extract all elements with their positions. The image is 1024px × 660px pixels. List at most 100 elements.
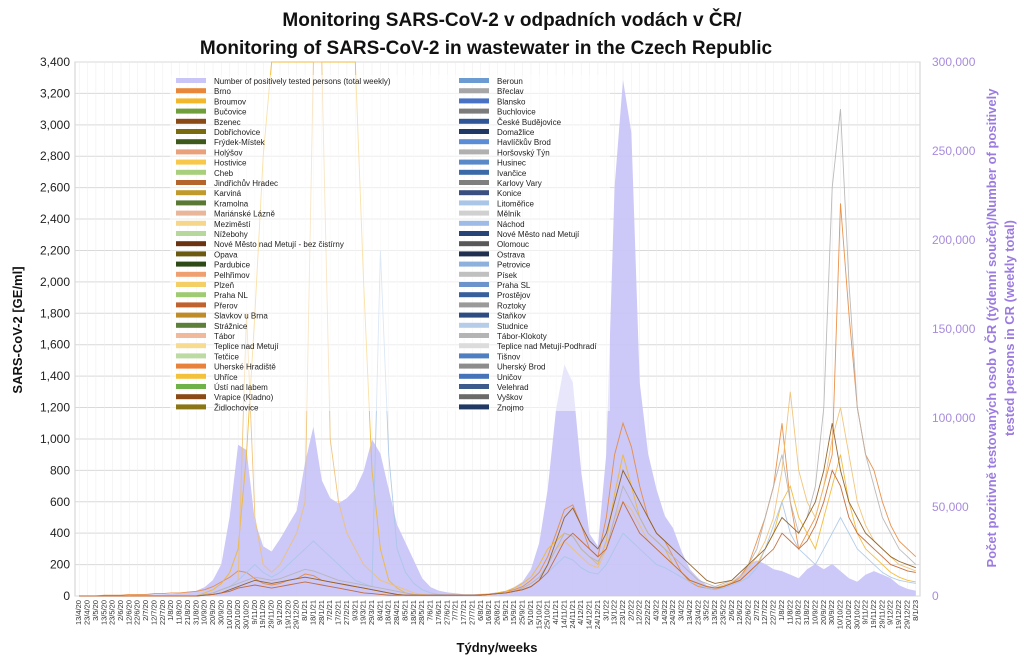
x-tick-label: 13/1/22 (610, 600, 619, 625)
legend-item-label: Karlovy Vary (497, 179, 542, 188)
legend-item-label: Tábor-Klokoty (497, 332, 547, 341)
x-tick-label: 9/12/22 (886, 600, 895, 625)
legend-item-label: Frýdek-Místek (214, 138, 266, 147)
legend-item-label: Meziměstí (214, 220, 251, 229)
x-tick-label: 12/7/20 (149, 600, 158, 625)
legend-item-label: Uhříce (214, 373, 238, 382)
legend-item-label: Uherské Hradiště (214, 363, 276, 372)
x-tick-label: 23/1/22 (618, 600, 627, 625)
y-tick-label: 200 (50, 558, 70, 572)
legend-item-swatch (459, 108, 489, 114)
legend-item-label: Tišnov (497, 352, 520, 361)
legend-item-swatch (176, 261, 206, 267)
legend-item-swatch (459, 98, 489, 104)
legend-item-swatch (459, 231, 489, 236)
legend-item-label: Horšovský Týn (497, 148, 550, 157)
x-tick-label: 22/2/22 (643, 600, 652, 625)
legend-item-label: Olomouc (497, 240, 529, 249)
y2-axis-ticks: 0 50,000 100,000 150,000 200,000 250,000 300,0… (932, 55, 976, 603)
x-tick-label: 19/11/20 (258, 600, 267, 629)
x-tick-label: 18/4/21 (384, 600, 393, 625)
legend-item-swatch (459, 394, 489, 400)
x-tick-label: 9/11/22 (861, 600, 870, 624)
legend-item-label: Number of positively tested persons (tot… (214, 77, 391, 86)
legend-item-swatch (459, 200, 489, 206)
legend-item-swatch (176, 210, 206, 216)
chart-subtitle: Monitoring of SARS-CoV-2 in wastewater i… (200, 38, 773, 59)
x-tick-label: 2/6/20 (116, 600, 125, 621)
x-tick-label: 27/6/21 (442, 600, 451, 625)
legend-item-label: Náchod (497, 220, 525, 229)
line-series-layer (79, 61, 917, 597)
x-axis-label: Týdny/weeks (457, 640, 538, 655)
legend-item-swatch (176, 322, 206, 328)
y2-axis-label-line2: tested persons in CR (weekly total) (1002, 220, 1017, 436)
legend-item-swatch (459, 129, 489, 134)
y2-tick-label: 300,000 (932, 55, 976, 69)
x-tick-label: 14/12/21 (585, 600, 594, 629)
legend-item-label: Prostějov (497, 291, 530, 300)
y-tick-label: 1,600 (40, 338, 70, 352)
legend-item-swatch (176, 363, 206, 369)
x-tick-label: 4/3/22 (651, 600, 660, 621)
legend-item-label: Mělník (497, 210, 522, 219)
legend-item-swatch (459, 333, 489, 338)
legend-item-swatch (459, 210, 489, 216)
legend-item-swatch (176, 88, 206, 94)
x-tick-label: 12/6/20 (124, 600, 133, 625)
legend-item-label: Teplice nad Metují (214, 342, 279, 351)
legend-item-swatch (176, 282, 206, 287)
x-tick-label: 3/5/20 (91, 600, 100, 621)
x-axis-ticks: 13/4/20 23/4/20 3/5/20 13/5/20 23/5/20 2/6/20… (74, 600, 920, 629)
x-tick-label: 24/12/21 (593, 600, 602, 629)
x-tick-label: 25/10/21 (543, 600, 552, 629)
legend-item-label: Buchlovice (497, 108, 536, 117)
legend-item-label: Hostivice (214, 159, 247, 168)
legend-item-swatch (176, 302, 206, 308)
legend-item-swatch (176, 78, 206, 83)
legend-item-label: Uherský Brod (497, 363, 545, 372)
x-tick-label: 18/5/21 (409, 600, 418, 625)
legend-item-label: Tábor (214, 332, 235, 341)
x-tick-label: 18/1/21 (308, 600, 317, 625)
x-tick-label: 29/11/20 (267, 600, 276, 629)
legend-item-swatch (459, 312, 489, 318)
legend-item-swatch (176, 251, 206, 257)
x-tick-label: 13/5/20 (99, 600, 108, 625)
legend-item-label: Husinec (497, 159, 526, 168)
legend-item-swatch (176, 118, 206, 124)
x-tick-label: 3/1/22 (601, 600, 610, 621)
legend-item-label: Židlochovice (214, 403, 259, 412)
legend-item-swatch (459, 88, 489, 94)
x-tick-label: 23/5/22 (718, 600, 727, 625)
legend-item-swatch (176, 231, 206, 236)
legend-item-swatch (459, 353, 489, 359)
legend-item-label: Bučovice (214, 108, 247, 117)
y-tick-label: 2,200 (40, 243, 70, 257)
x-tick-label: 20/10/22 (844, 600, 853, 629)
legend-item-swatch (176, 149, 206, 155)
x-tick-label: 7/2/21 (325, 600, 334, 621)
legend-item-label: Blansko (497, 97, 526, 106)
x-tick-label: 12/7/22 (760, 600, 769, 625)
legend-item-label: Cheb (214, 169, 234, 178)
x-tick-label: 10/10/22 (836, 600, 845, 629)
x-tick-label: 25/9/21 (518, 600, 527, 625)
x-tick-label: 4/12/21 (576, 600, 585, 625)
legend-item-swatch (459, 373, 489, 379)
legend-item-label: Pardubice (214, 261, 251, 270)
legend-item-swatch (176, 180, 206, 185)
legend-item-label: Uničov (497, 373, 521, 382)
x-tick-label: 27/7/21 (467, 600, 476, 625)
legend-item-label: Staňkov (497, 312, 526, 321)
legend-item-swatch (176, 292, 206, 298)
legend-item-swatch (459, 363, 489, 369)
x-tick-label: 23/4/22 (693, 600, 702, 625)
x-tick-label: 22/6/22 (743, 600, 752, 625)
x-tick-label: 14/3/22 (660, 600, 669, 625)
y2-tick-label: 0 (932, 589, 939, 603)
x-tick-label: 8/1/23 (911, 600, 920, 621)
x-tick-label: 22/6/20 (133, 600, 142, 625)
legend-item-label: Jindřichův Hradec (214, 179, 278, 188)
x-tick-label: 1/8/22 (777, 600, 786, 621)
